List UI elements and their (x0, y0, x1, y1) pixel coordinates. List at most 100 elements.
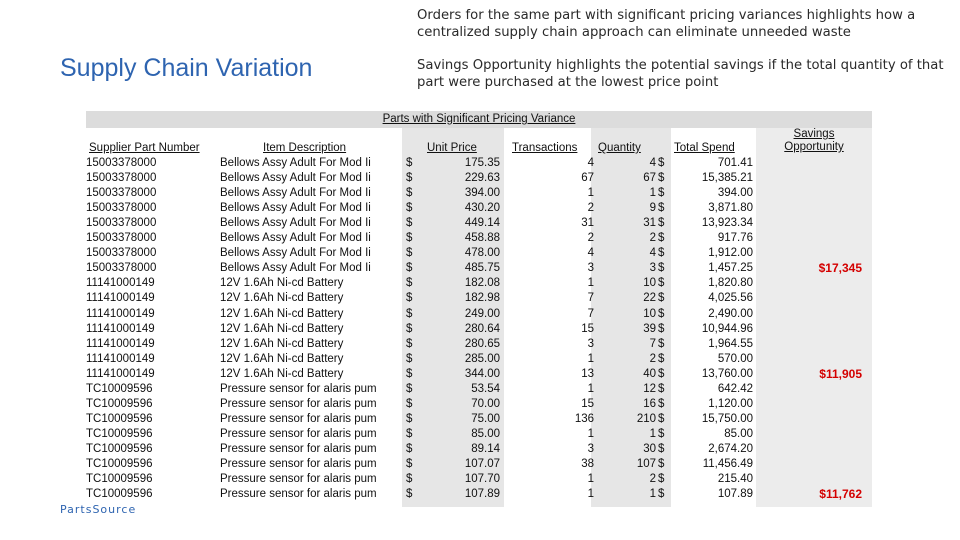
cell-currency: $ (658, 442, 665, 455)
cell-item-description: 12V 1.6Ah Ni-cd Battery (220, 277, 344, 290)
cell-quantity: 1 (649, 187, 656, 200)
cell-total-spend: 917.76 (717, 232, 753, 245)
cell-currency: $ (658, 292, 665, 305)
cell-currency: $ (406, 262, 413, 275)
cell-unit-price: 70.00 (471, 397, 500, 410)
cell-unit-price: 344.00 (464, 367, 500, 380)
cell-item-description: 12V 1.6Ah Ni-cd Battery (220, 292, 344, 305)
cell-currency: $ (658, 277, 665, 290)
cell-unit-price: 89.14 (471, 442, 500, 455)
cell-currency: $ (406, 232, 413, 245)
cell-currency: $ (406, 277, 413, 290)
cell-item-description: Pressure sensor for alaris pum (220, 442, 377, 455)
cell-currency: $ (406, 473, 413, 486)
cell-currency: $ (406, 382, 413, 395)
cell-part-number: TC10009596 (86, 427, 153, 440)
cell-quantity: 2 (649, 473, 656, 486)
cell-item-description: Bellows Assy Adult For Mod Ii (220, 217, 371, 230)
cell-quantity: 1 (649, 488, 656, 501)
cell-currency: $ (406, 172, 413, 185)
cell-currency: $ (658, 412, 665, 425)
cell-unit-price: 107.07 (464, 458, 500, 470)
cell-item-description: Bellows Assy Adult For Mod Ii (220, 187, 371, 200)
cell-quantity: 39 (643, 322, 656, 335)
cell-unit-price: 249.00 (464, 307, 500, 320)
cell-unit-price: 394.00 (464, 187, 500, 200)
cell-part-number: 15003378000 (86, 202, 157, 215)
cell-transactions: 38 (581, 458, 594, 470)
cell-total-spend: 85.00 (724, 427, 753, 440)
cell-currency: $ (406, 247, 413, 260)
cell-total-spend: 1,964.55 (708, 337, 753, 350)
cell-transactions: 15 (581, 397, 594, 410)
cell-unit-price: 107.89 (464, 488, 500, 501)
cell-part-number: 15003378000 (86, 172, 157, 185)
cell-part-number: 11141000149 (86, 322, 155, 335)
savings-value: $11,762 (819, 487, 862, 502)
table-title: Parts with Significant Pricing Variance (382, 113, 576, 125)
cell-part-number: 15003378000 (86, 217, 157, 230)
header-unit-price: Unit Price (427, 142, 477, 154)
cell-transactions: 3 (587, 262, 594, 275)
cell-item-description: Bellows Assy Adult For Mod Ii (220, 202, 371, 215)
cell-currency: $ (658, 157, 665, 169)
cell-total-spend: 1,912.00 (708, 247, 753, 260)
cell-transactions: 4 (587, 247, 594, 260)
cell-total-spend: 1,120.00 (708, 397, 753, 410)
cell-item-description: Pressure sensor for alaris pum (220, 488, 377, 501)
cell-currency: $ (406, 292, 413, 305)
cell-currency: $ (406, 397, 413, 410)
cell-unit-price: 229.63 (464, 172, 500, 185)
cell-part-number: TC10009596 (86, 382, 153, 395)
cell-quantity: 4 (649, 247, 656, 260)
cell-total-spend: 1,457.25 (708, 262, 753, 275)
cell-transactions: 1 (587, 352, 594, 365)
cell-quantity: 2 (649, 232, 656, 245)
cell-item-description: 12V 1.6Ah Ni-cd Battery (220, 352, 344, 365)
cell-part-number: 11141000149 (86, 367, 155, 380)
cell-currency: $ (406, 367, 413, 380)
cell-item-description: Bellows Assy Adult For Mod Ii (220, 247, 371, 260)
cell-item-description: Pressure sensor for alaris pum (220, 412, 377, 425)
cell-part-number: TC10009596 (86, 473, 153, 486)
cell-currency: $ (658, 397, 665, 410)
cell-quantity: 1 (649, 427, 656, 440)
unit-price-column-bg (402, 128, 504, 507)
cell-transactions: 3 (587, 442, 594, 455)
cell-transactions: 1 (587, 488, 594, 501)
cell-quantity: 210 (636, 412, 656, 425)
cell-currency: $ (658, 307, 665, 320)
cell-quantity: 10 (643, 277, 656, 290)
cell-currency: $ (658, 382, 665, 395)
cell-total-spend: 3,871.80 (708, 202, 753, 215)
cell-currency: $ (658, 217, 665, 230)
cell-part-number: TC10009596 (86, 412, 153, 425)
cell-quantity: 16 (643, 397, 656, 410)
cell-total-spend: 701.41 (717, 157, 753, 169)
cell-currency: $ (658, 187, 665, 200)
cell-item-description: Bellows Assy Adult For Mod Ii (220, 232, 371, 245)
cell-transactions: 1 (587, 187, 594, 200)
pricing-variance-table: Parts with Significant Pricing Variance … (86, 111, 872, 507)
cell-quantity: 40 (643, 367, 656, 380)
cell-transactions: 1 (587, 382, 594, 395)
cell-item-description: 12V 1.6Ah Ni-cd Battery (220, 307, 344, 320)
cell-item-description: Pressure sensor for alaris pum (220, 382, 377, 395)
cell-total-spend: 4,025.56 (708, 292, 753, 305)
cell-quantity: 31 (643, 217, 656, 230)
cell-unit-price: 280.65 (464, 337, 500, 350)
cell-part-number: 15003378000 (86, 187, 157, 200)
cell-total-spend: 215.40 (717, 473, 753, 486)
cell-item-description: Pressure sensor for alaris pum (220, 397, 377, 410)
cell-currency: $ (658, 262, 665, 275)
cell-quantity: 30 (643, 442, 656, 455)
cell-quantity: 4 (649, 157, 656, 169)
cell-currency: $ (406, 488, 413, 501)
cell-part-number: 15003378000 (86, 262, 157, 275)
cell-part-number: 11141000149 (86, 277, 155, 290)
cell-total-spend: 13,923.34 (701, 217, 753, 230)
cell-item-description: 12V 1.6Ah Ni-cd Battery (220, 322, 344, 335)
cell-unit-price: 280.64 (464, 322, 500, 335)
cell-transactions: 1 (587, 277, 594, 290)
cell-item-description: Bellows Assy Adult For Mod Ii (220, 262, 371, 275)
